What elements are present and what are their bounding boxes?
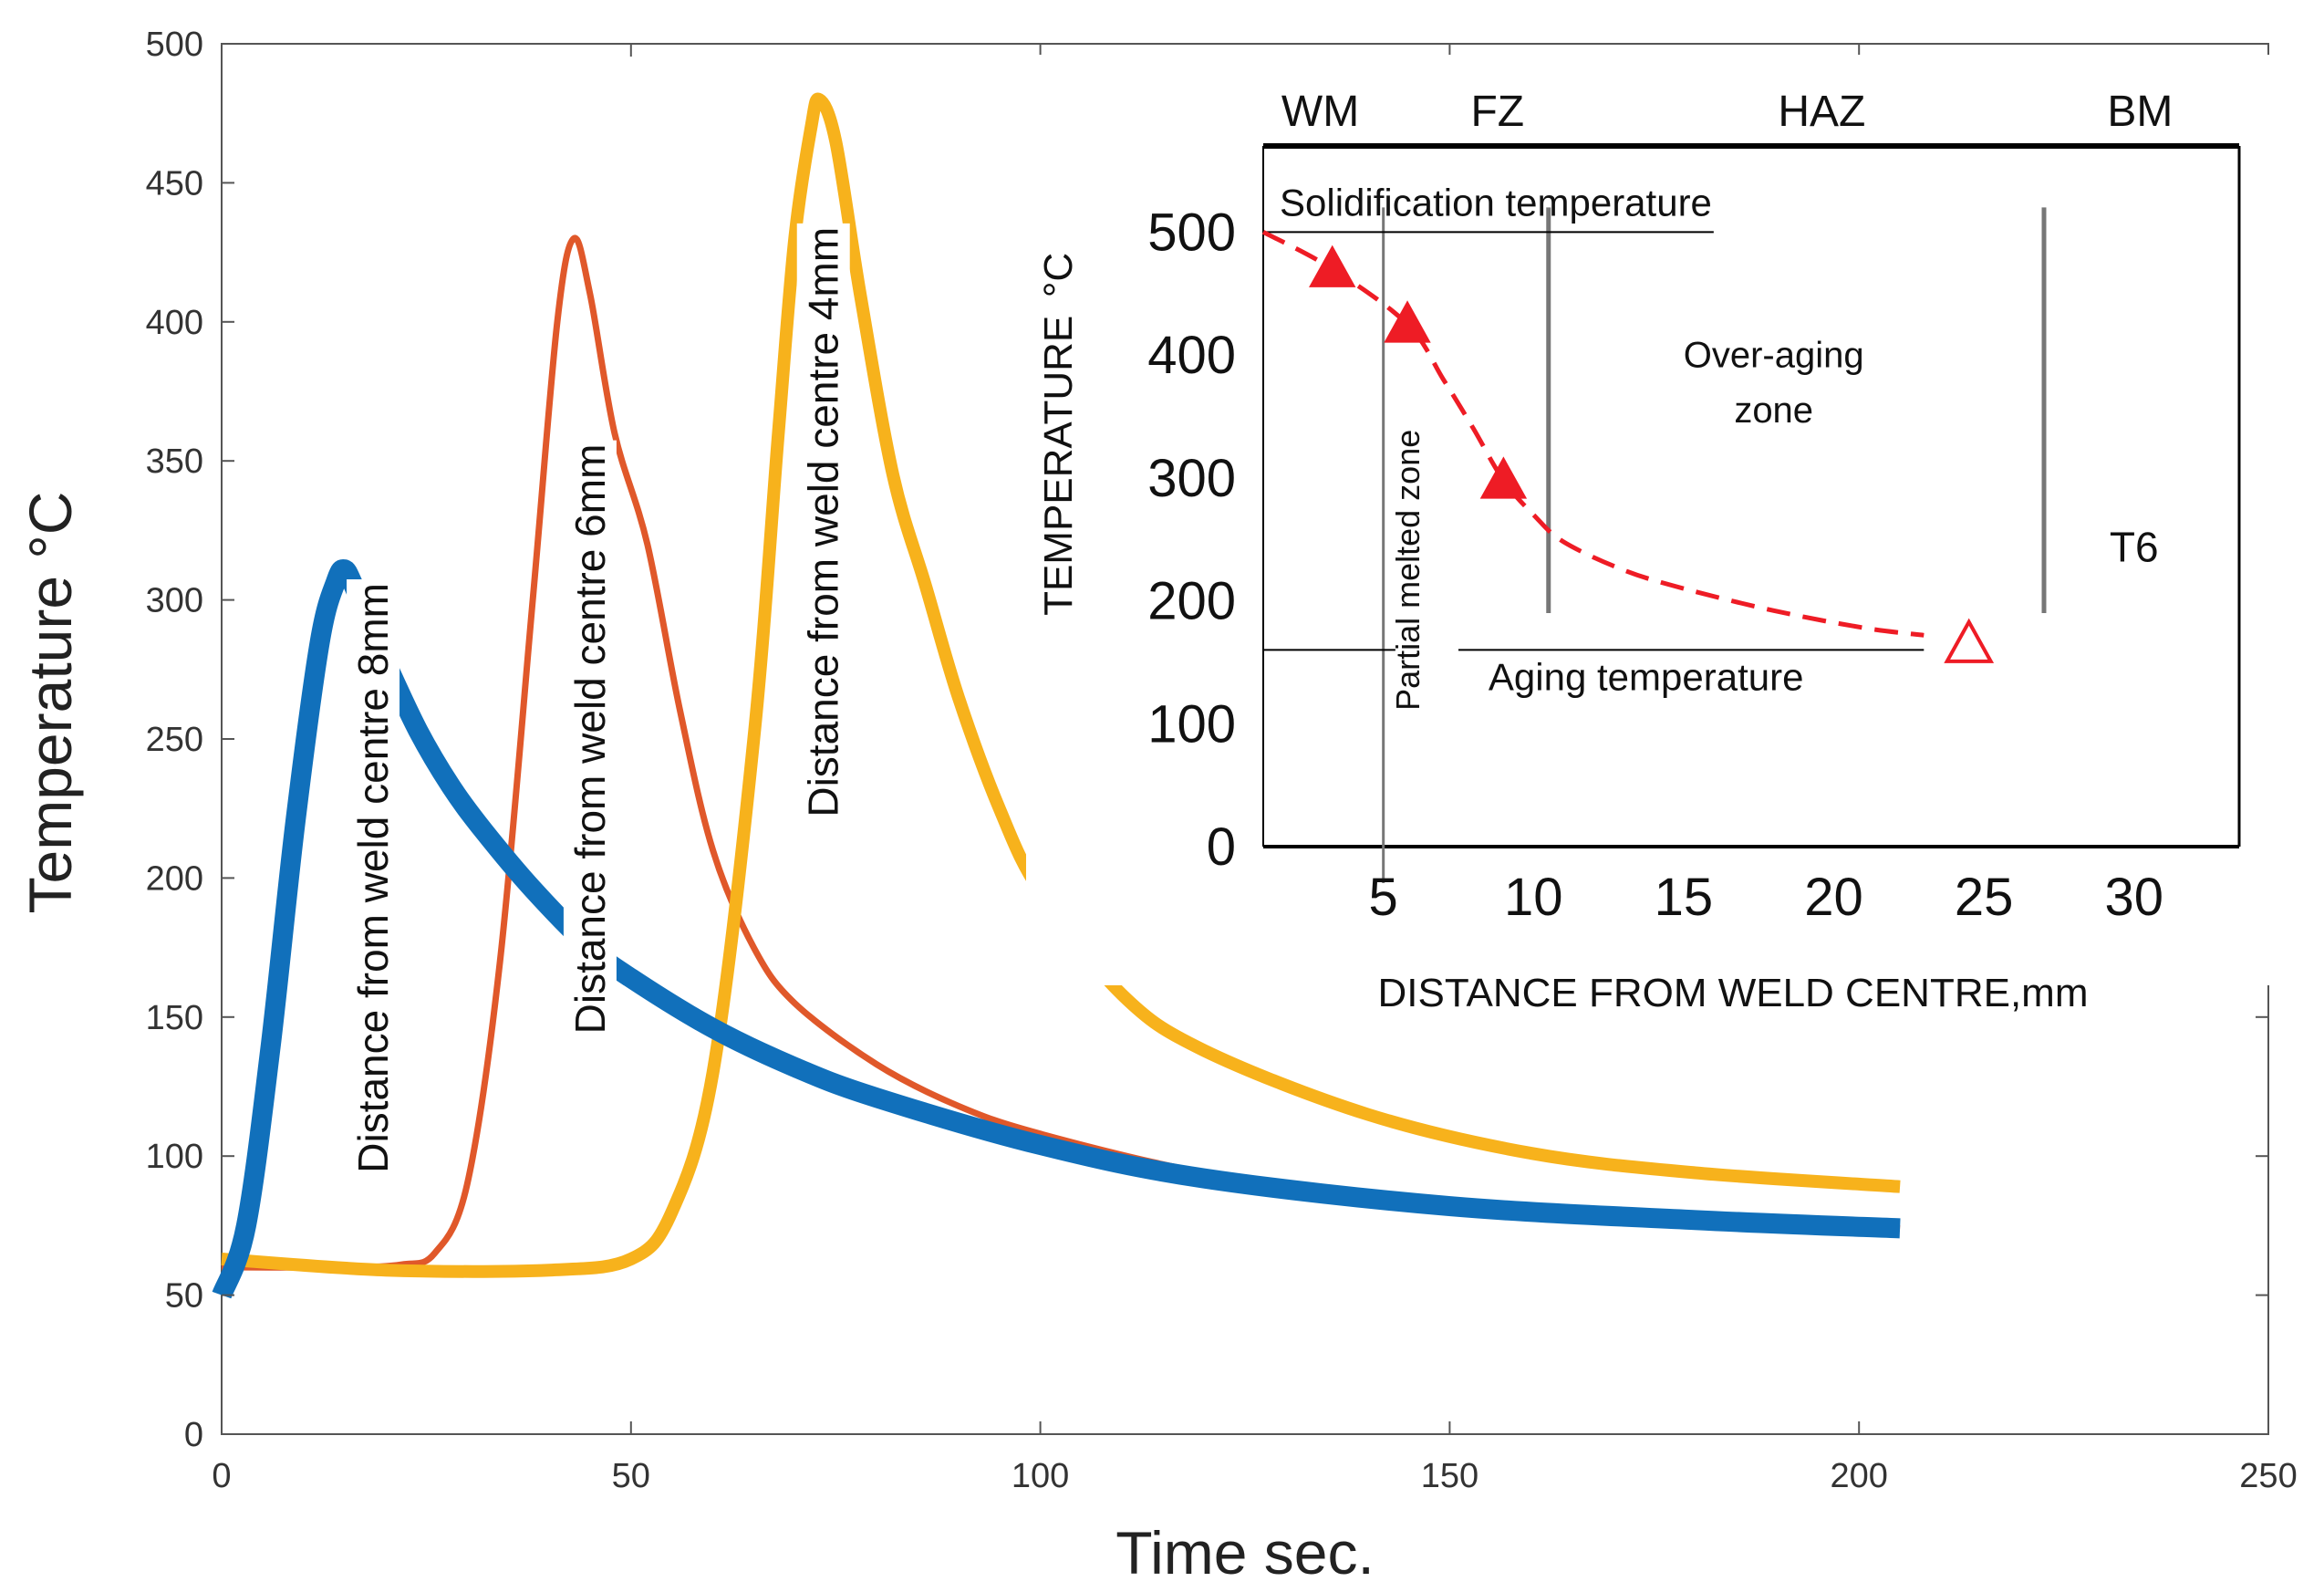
inset-y-tick-label: 400 [1147, 326, 1236, 385]
main-y-tick-label: 400 [146, 304, 203, 342]
inset-y-tick-label: 0 [1207, 817, 1236, 877]
main-y-axis-label: Temperature °C [16, 492, 84, 914]
main-y-tick-label: 150 [146, 999, 203, 1037]
main-x-axis-label: Time sec. [1115, 1519, 1375, 1587]
main-x-tick-label: 200 [1830, 1457, 1887, 1495]
inset-zone-label-fz: FZ [1470, 88, 1524, 136]
main-x-tick-label: 150 [1421, 1457, 1478, 1495]
inset-x-tick-label: 10 [1504, 868, 1563, 927]
inset-point-open [1944, 618, 1995, 663]
inset-chart: Solidification temperature Aging temperat… [1026, 55, 2276, 1015]
inset-zone-word-label: zone [1734, 390, 1813, 431]
main-y-tick-label: 250 [146, 721, 203, 759]
main-series-labels: Distance from weld centre 8mm Distance fr… [347, 223, 850, 1177]
inset-reference-lines: Solidification temperature Aging temperat… [1263, 181, 1925, 698]
series-label-bg [347, 579, 400, 1177]
inset-y-axis-label: TEMPERATURE [1036, 316, 1081, 616]
main-y-tick-label: 450 [146, 164, 203, 203]
main-y-tick-label: 100 [146, 1138, 203, 1176]
inset-points-group [1309, 245, 1995, 663]
series-label-distance-from-weld-centre-4mm: Distance from weld centre 4mm [800, 227, 847, 817]
inset-point-filled [1384, 300, 1431, 343]
main-x-tick-label: 50 [612, 1457, 650, 1495]
main-y-tick-label: 300 [146, 582, 203, 620]
inset-zone-labels: WM FZ HAZ BM [1281, 88, 2173, 136]
series-line-distance-from-weld-centre-4mm [221, 92, 1901, 1278]
main-y-tick-label: 200 [146, 859, 203, 898]
inset-t6-label: T6 [2110, 523, 2159, 570]
inset-point-filled [1309, 245, 1356, 287]
main-x-tick-label: 250 [2239, 1457, 2297, 1495]
inset-solidification-label: Solidification temperature [1280, 181, 1712, 224]
series-label-bg [796, 223, 850, 821]
series-label-group: Distance from weld centre 8mm [347, 579, 400, 1177]
inset-zone-label-bm: BM [2107, 88, 2173, 136]
main-y-tick-label: 50 [165, 1277, 203, 1316]
inset-y-tick-label: 300 [1147, 449, 1236, 508]
inset-zone-label-haz: HAZ [1778, 88, 1865, 136]
inset-x-tick-label: 30 [2105, 868, 2164, 927]
inset-y-axis-unit: °C [1036, 253, 1081, 297]
inset-x-tick-label: 5 [1369, 868, 1398, 927]
inset-y-tick-label: 200 [1147, 572, 1236, 631]
inset-x-axis-label: DISTANCE FROM WELD CENTRE,mm [1378, 971, 2089, 1015]
inset-background [1026, 55, 2276, 985]
series-label-distance-from-weld-centre-6mm: Distance from weld centre 6mm [566, 444, 614, 1035]
series-label-bg [563, 440, 617, 1038]
inset-y-tick-label: 100 [1147, 694, 1236, 754]
main-x-tick-label: 100 [1012, 1457, 1069, 1495]
main-y-tick-label: 350 [146, 442, 203, 481]
inset-x-tick-label: 15 [1655, 868, 1714, 927]
inset-y-tick-label: 500 [1147, 203, 1236, 262]
main-y-tick-label: 0 [184, 1416, 203, 1454]
inset-x-tick-label: 25 [1955, 868, 2014, 927]
main-y-tick-label: 500 [146, 26, 203, 64]
inset-zone-lines [1382, 207, 2047, 883]
inset-zone-label-wm: WM [1281, 88, 1359, 136]
inset-partial-melted-zone-label: Partial melted zone [1389, 430, 1427, 711]
series-line-distance-from-weld-centre-8mm [212, 558, 1901, 1299]
series-label-group: Distance from weld centre 4mm [796, 223, 850, 821]
main-series-group [212, 92, 1901, 1299]
inset-ticks-group: 0 100 200 300 400 500 5 10 15 20 25 30 [1147, 203, 2163, 927]
main-x-tick-label: 0 [212, 1457, 231, 1495]
series-label-group: Distance from weld centre 6mm [563, 440, 617, 1038]
inset-aging-label: Aging temperature [1489, 655, 1804, 698]
inset-point-filled [1479, 456, 1528, 499]
inset-over-aging-label: Over-aging [1684, 336, 1864, 376]
inset-x-tick-label: 20 [1804, 868, 1863, 927]
series-label-distance-from-weld-centre-8mm: Distance from weld centre 8mm [349, 583, 397, 1173]
